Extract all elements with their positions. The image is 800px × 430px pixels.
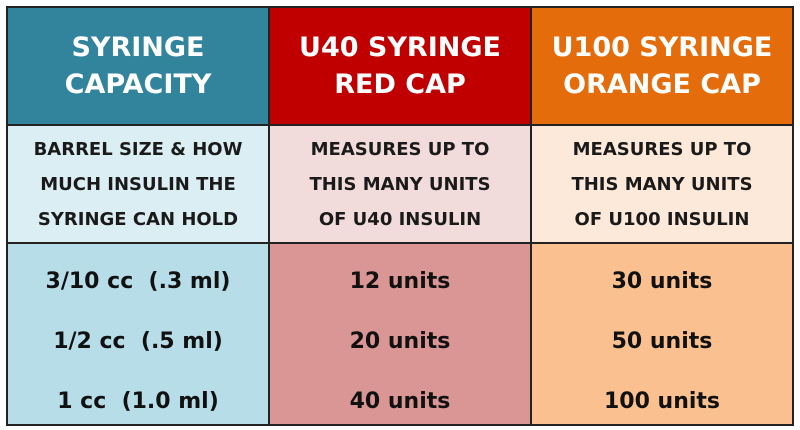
header-cell-line: RED CAP	[334, 69, 466, 100]
description-cell-line: THIS MANY UNITS	[571, 173, 753, 195]
description-cell-line: MEASURES UP TO	[310, 138, 490, 160]
description-cell-line: THIS MANY UNITS	[309, 173, 491, 195]
header-cell-line: SYRINGE	[71, 32, 205, 63]
header-cell: U40 SYRINGE RED CAP	[270, 8, 532, 126]
description-cell: MEASURES UP TO THIS MANY UNITS OF U100 INS…	[532, 126, 792, 244]
description-cell: MEASURES UP TO THIS MANY UNITS OF U40 INSU…	[270, 126, 532, 244]
data-cell: 1 cc (1.0 ml)	[8, 364, 270, 424]
header-cell-line: CAPACITY	[64, 69, 212, 100]
data-cell: 12 units	[270, 244, 532, 304]
data-cell: 40 units	[270, 364, 532, 424]
description-cell-line: MUCH INSULIN THE	[40, 173, 236, 195]
description-cell-line: BARREL SIZE & HOW	[33, 138, 243, 160]
header-cell-line: ORANGE CAP	[563, 69, 761, 100]
data-cell: 100 units	[532, 364, 792, 424]
header-cell-line: U100 SYRINGE	[551, 32, 773, 63]
data-cell: 3/10 cc (.3 ml)	[8, 244, 270, 304]
description-cell-line: MEASURES UP TO	[572, 138, 752, 160]
data-cell: 30 units	[532, 244, 792, 304]
data-cell: 50 units	[532, 304, 792, 364]
data-cell: 1/2 cc (.5 ml)	[8, 304, 270, 364]
description-cell-line: SYRINGE CAN HOLD	[37, 208, 239, 230]
header-cell-line: U40 SYRINGE	[299, 32, 501, 63]
description-cell: BARREL SIZE & HOW MUCH INSULIN THE SYRINGE…	[8, 126, 270, 244]
header-cell: U100 SYRINGE ORANGE CAP	[532, 8, 792, 126]
description-cell-line: OF U40 INSULIN	[318, 208, 482, 230]
header-cell: SYRINGE CAPACITY	[8, 8, 270, 126]
data-cell: 20 units	[270, 304, 532, 364]
description-cell-line: OF U100 INSULIN	[574, 208, 750, 230]
syringe-table: SYRINGE CAPACITY U40 SYRINGE RED CAP U100 SY…	[6, 6, 794, 426]
